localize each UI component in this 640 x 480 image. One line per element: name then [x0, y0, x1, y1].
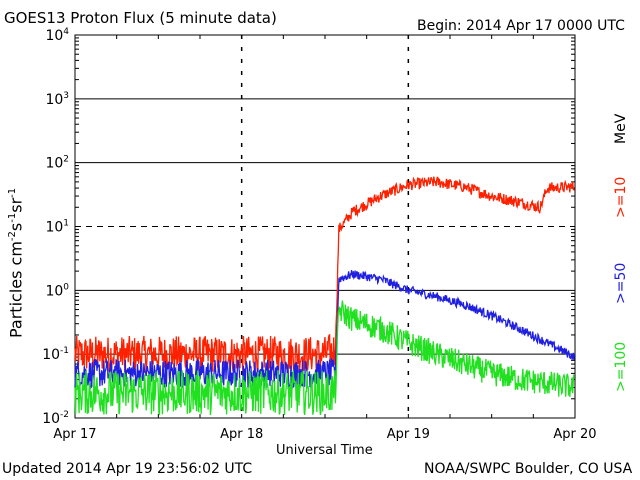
x-tick-label: Apr 17 — [53, 427, 96, 442]
legend-item-100mev: >=100 — [613, 341, 629, 392]
series-line-50-mev — [74, 270, 576, 390]
chart-title: GOES13 Proton Flux (5 minute data) — [4, 9, 277, 27]
y-tick-label: 103 — [45, 91, 69, 108]
begin-time-label: Begin: 2014 Apr 17 0000 UTC — [417, 18, 625, 34]
x-tick-label: Apr 18 — [220, 427, 263, 442]
legend-item-10mev: >=10 — [613, 176, 629, 218]
legend-item-50mev: >=50 — [613, 262, 629, 304]
y-axis-title: Particles cm-2s-1sr-1 — [6, 187, 26, 338]
y-tick-label: 100 — [45, 282, 69, 299]
x-axis-title: Universal Time — [276, 443, 373, 458]
series-line-10-mev — [74, 176, 576, 373]
y-tick-label: 102 — [45, 155, 69, 172]
y-tick-label: 104 — [45, 27, 69, 44]
y-tick-label: 10-2 — [42, 410, 69, 427]
y-tick-label: 10-1 — [42, 346, 69, 363]
series-line-100-mev — [74, 300, 575, 416]
y-tick-label: 101 — [45, 219, 69, 236]
updated-timestamp: Updated 2014 Apr 19 23:56:02 UTC — [2, 461, 253, 477]
plot-frame — [74, 34, 576, 419]
x-tick-label: Apr 20 — [553, 427, 596, 442]
legend-unit-label: MeV — [613, 113, 629, 144]
x-tick-label: Apr 19 — [387, 427, 430, 442]
source-credit: NOAA/SWPC Boulder, CO USA — [424, 461, 633, 477]
